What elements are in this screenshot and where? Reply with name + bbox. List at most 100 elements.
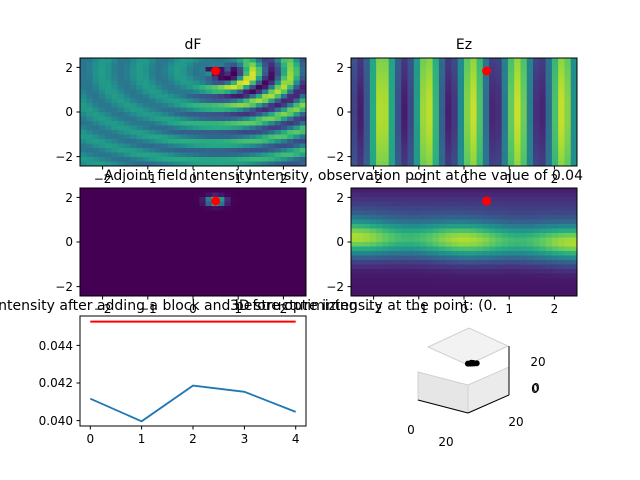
heatmap-cell xyxy=(438,76,446,82)
heatmap-cell xyxy=(199,71,207,77)
heatmap-cell xyxy=(105,80,112,86)
heatmap-cell xyxy=(413,103,421,109)
heatmap-cell xyxy=(174,130,182,136)
heatmap-cell xyxy=(205,246,213,252)
heatmap-cell xyxy=(142,197,150,203)
heatmap-cell xyxy=(564,278,572,284)
heatmap-cell xyxy=(130,98,138,104)
heatmap-cell xyxy=(193,85,200,91)
heatmap-cell xyxy=(224,246,232,252)
heatmap-cell xyxy=(186,228,194,234)
heatmap-cell xyxy=(413,264,421,270)
heatmap-cell xyxy=(86,62,94,68)
heatmap-cell xyxy=(299,80,306,86)
heatmap-cell xyxy=(570,273,577,279)
heatmap-cell xyxy=(369,76,377,82)
heatmap-cell xyxy=(123,228,131,234)
heatmap-cell xyxy=(262,112,269,118)
heatmap-cell xyxy=(388,76,396,82)
heatmap-cell xyxy=(495,71,503,77)
heatmap-cell xyxy=(92,260,100,266)
heatmap-cell xyxy=(98,134,106,140)
heatmap-cell xyxy=(514,255,522,261)
heatmap-cell xyxy=(407,62,415,68)
heatmap-cell xyxy=(149,112,156,118)
heatmap-cell xyxy=(526,201,534,207)
heatmap-cell xyxy=(351,260,358,266)
heatmap-cell xyxy=(514,94,522,100)
heatmap-cell xyxy=(205,116,213,122)
heatmap-cell xyxy=(558,71,566,77)
heatmap-cell xyxy=(123,278,131,284)
heatmap-cell xyxy=(376,98,383,104)
heatmap-cell xyxy=(545,67,553,73)
heatmap-cell xyxy=(520,255,528,261)
heatmap-cell xyxy=(470,71,478,77)
heatmap-cell xyxy=(86,246,94,252)
heatmap-cell xyxy=(268,62,276,68)
heatmap-cell xyxy=(255,121,263,127)
heatmap-cell xyxy=(369,215,377,221)
heatmap-cell xyxy=(92,116,100,122)
heatmap-cell xyxy=(376,76,383,82)
heatmap-cell xyxy=(545,219,553,225)
heatmap-cell xyxy=(520,148,528,154)
heatmap-cell xyxy=(514,116,522,122)
heatmap-cell xyxy=(293,143,301,149)
heatmap-cell xyxy=(369,291,377,296)
heatmap-cell xyxy=(413,246,421,252)
heatmap-cell xyxy=(438,228,446,234)
heatmap-cell xyxy=(432,67,440,73)
heatmap-cell xyxy=(186,62,194,68)
heatmap-cell xyxy=(218,62,225,68)
heatmap-cell xyxy=(117,269,125,275)
heatmap-cell xyxy=(205,242,213,248)
heatmap-cell xyxy=(230,242,238,248)
heatmap-cell xyxy=(357,130,365,136)
heatmap-cell xyxy=(299,255,306,261)
heatmap-cell xyxy=(539,197,547,203)
heatmap-cell xyxy=(407,192,415,198)
heatmap-cell xyxy=(80,192,87,198)
heatmap-cell xyxy=(426,206,434,212)
heatmap-cell xyxy=(451,62,459,68)
heatmap-cell xyxy=(363,210,371,216)
heatmap-cell xyxy=(123,62,131,68)
heatmap-cell xyxy=(236,107,244,113)
heatmap-cell xyxy=(98,192,106,198)
heatmap-cell xyxy=(230,246,238,252)
heatmap-cell xyxy=(243,71,251,77)
heatmap-cell xyxy=(243,58,251,64)
heatmap-cell xyxy=(382,228,390,234)
heatmap-cell xyxy=(470,98,478,104)
heatmap-cell xyxy=(570,103,577,109)
heatmap-cell xyxy=(551,192,559,198)
heatmap-cell xyxy=(287,192,295,198)
heatmap-cell xyxy=(193,107,200,113)
heatmap-cell xyxy=(111,116,119,122)
heatmap-cell xyxy=(255,210,263,216)
heatmap-cell xyxy=(98,143,106,149)
heatmap-cell xyxy=(199,233,207,239)
heatmap-cell xyxy=(80,197,87,203)
heatmap-cell xyxy=(274,255,282,261)
heatmap-cell xyxy=(464,278,471,284)
heatmap-cell xyxy=(98,228,106,234)
heatmap-cell xyxy=(155,287,163,293)
heatmap-cell xyxy=(382,233,390,239)
heatmap-cell xyxy=(476,246,484,252)
heatmap-cell xyxy=(401,125,409,131)
heatmap-cell xyxy=(507,107,515,113)
heatmap-cell xyxy=(420,98,427,104)
heatmap-cell xyxy=(98,287,106,293)
heatmap-cell xyxy=(533,80,540,86)
heatmap-cell xyxy=(401,161,409,166)
heatmap-cell xyxy=(287,139,295,145)
heatmap-cell xyxy=(167,112,175,118)
heatmap-cell xyxy=(464,237,471,243)
heatmap-cell xyxy=(193,219,200,225)
heatmap-cell xyxy=(407,80,415,86)
heatmap-cell xyxy=(92,197,100,203)
heatmap-cell xyxy=(117,157,125,163)
x-tick-label: 1 xyxy=(505,172,513,186)
